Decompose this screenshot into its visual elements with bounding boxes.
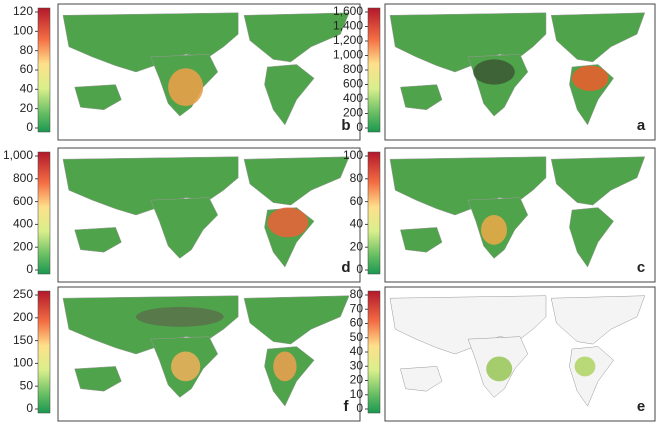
colorbar-tick-label: 400 bbox=[13, 217, 33, 231]
colorbar-tick-label: 1,600 bbox=[333, 4, 363, 18]
colorbar-tick-label: 50 bbox=[20, 378, 34, 392]
colorbar-tick-label: 40 bbox=[350, 344, 364, 358]
hotspot bbox=[481, 215, 507, 245]
land bbox=[74, 84, 122, 111]
panel-label: a bbox=[637, 117, 646, 134]
colorbar-tick-label: 200 bbox=[13, 239, 33, 253]
colorbar bbox=[37, 290, 51, 414]
hotspot bbox=[168, 68, 204, 107]
land bbox=[243, 12, 350, 63]
colorbar-tick-label: 1,200 bbox=[333, 33, 363, 47]
colorbar bbox=[37, 7, 51, 133]
colorbar-tick-label: 60 bbox=[20, 62, 34, 76]
panel-label: f bbox=[344, 398, 350, 415]
hotspot bbox=[574, 356, 596, 377]
colorbar-tick-label: 70 bbox=[350, 301, 364, 315]
land bbox=[74, 227, 122, 253]
land bbox=[74, 366, 122, 392]
hotspot bbox=[473, 59, 515, 85]
colorbar-tick-label: 60 bbox=[350, 194, 364, 208]
colorbar-tick-label: 20 bbox=[20, 101, 34, 115]
colorbar-tick-label: 50 bbox=[350, 330, 364, 344]
colorbar-tick-label: 150 bbox=[13, 333, 33, 347]
colorbar-tick-label: 0 bbox=[26, 262, 33, 276]
land bbox=[150, 197, 219, 259]
colorbar-tick-label: 1,000 bbox=[333, 48, 363, 62]
panel-label: e bbox=[637, 398, 645, 415]
colorbar-tick-label: 1,400 bbox=[333, 19, 363, 33]
colorbar-tick-label: 200 bbox=[343, 106, 363, 120]
colorbar-tick-label: 100 bbox=[13, 356, 33, 370]
colorbar-tick-label: 20 bbox=[350, 239, 364, 253]
colorbar-tick-label: 80 bbox=[350, 171, 364, 185]
land bbox=[264, 64, 315, 126]
land bbox=[569, 207, 614, 268]
hotspot bbox=[486, 356, 513, 382]
land bbox=[243, 156, 350, 206]
colorbar-tick-label: 100 bbox=[343, 148, 363, 162]
colorbar bbox=[367, 151, 381, 275]
colorbar-tick-label: 600 bbox=[343, 77, 363, 91]
colorbar-tick-label: 250 bbox=[13, 287, 33, 301]
land bbox=[550, 156, 646, 206]
colorbar bbox=[367, 7, 381, 133]
panel-label: b bbox=[341, 117, 350, 134]
colorbar-tick-label: 800 bbox=[13, 171, 33, 185]
hotspot bbox=[267, 207, 309, 238]
colorbar-tick-label: 40 bbox=[350, 217, 364, 231]
colorbar-tick-label: 0 bbox=[26, 401, 33, 415]
colorbar bbox=[37, 151, 51, 275]
colorbar-tick-label: 100 bbox=[13, 24, 33, 38]
colorbar-tick-label: 0 bbox=[26, 120, 33, 134]
colorbar-tick-label: 40 bbox=[20, 82, 34, 96]
hotspot bbox=[136, 306, 224, 327]
colorbar-tick-label: 60 bbox=[350, 316, 364, 330]
colorbar-tick-label: 30 bbox=[350, 358, 364, 372]
hotspot bbox=[572, 65, 609, 91]
colorbar-tick-label: 800 bbox=[343, 62, 363, 76]
panel-label: c bbox=[637, 259, 645, 276]
colorbar bbox=[367, 290, 381, 414]
colorbar-tick-label: 20 bbox=[350, 373, 364, 387]
colorbar-tick-label: 400 bbox=[343, 91, 363, 105]
land bbox=[400, 227, 443, 253]
colorbar-tick-label: 1,000 bbox=[3, 148, 33, 162]
land bbox=[400, 366, 443, 392]
land bbox=[550, 12, 646, 63]
land bbox=[400, 84, 443, 111]
hotspot bbox=[273, 351, 297, 382]
colorbar-tick-label: 0 bbox=[356, 120, 363, 134]
colorbar-tick-label: 0 bbox=[356, 262, 363, 276]
colorbar-tick-label: 80 bbox=[350, 287, 364, 301]
colorbar-tick-label: 600 bbox=[13, 194, 33, 208]
colorbar-tick-label: 10 bbox=[350, 387, 364, 401]
panel: c 100 80 60 40 20 0 bbox=[343, 147, 656, 283]
land bbox=[243, 295, 350, 345]
hotspot bbox=[171, 351, 201, 382]
colorbar-tick-label: 0 bbox=[356, 401, 363, 415]
colorbar-tick-label: 200 bbox=[13, 310, 33, 324]
colorbar-tick-label: 80 bbox=[20, 43, 34, 57]
panel-label: d bbox=[341, 259, 350, 276]
land bbox=[550, 295, 646, 345]
colorbar-tick-label: 120 bbox=[13, 4, 33, 18]
